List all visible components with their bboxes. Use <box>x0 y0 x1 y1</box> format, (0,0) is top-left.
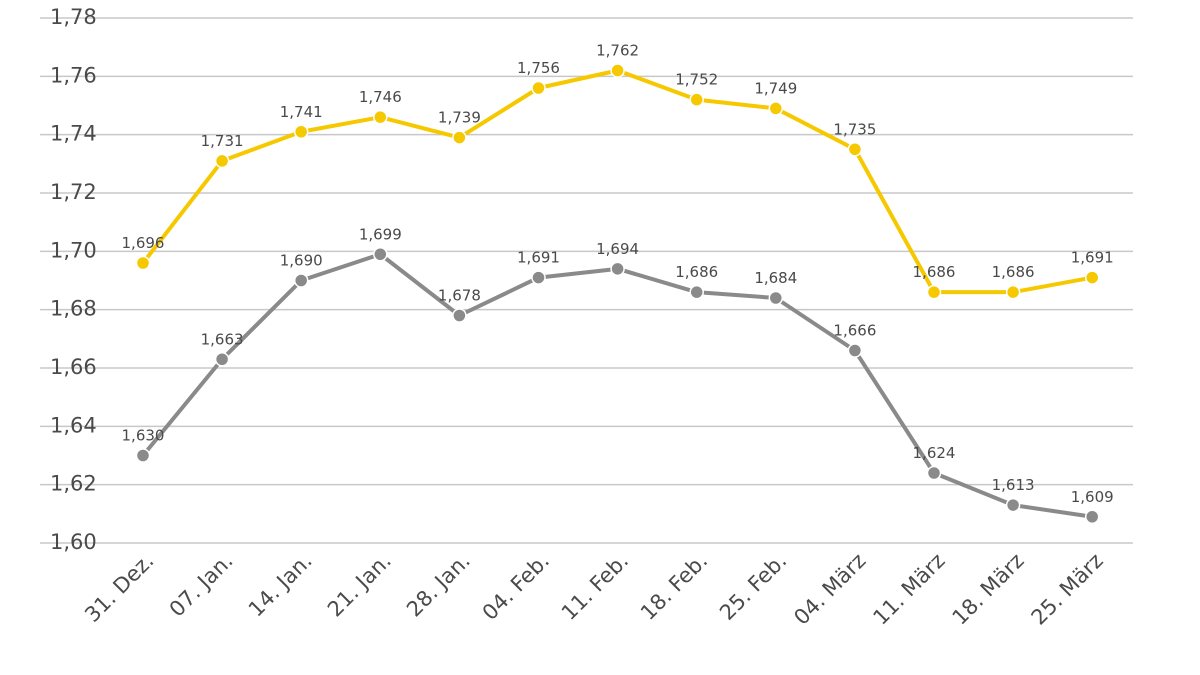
series-lines <box>135 63 1100 524</box>
gray-series-data-label: 1,686 <box>675 263 718 281</box>
yellow-series-point <box>1005 284 1021 300</box>
y-tick-label: 1,78 <box>50 5 97 29</box>
x-tick-label: 14. Jan. <box>244 549 317 622</box>
gray-series-data-label: 1,678 <box>438 287 481 305</box>
x-tick-label: 18. Feb. <box>636 549 712 625</box>
yellow-series-point <box>610 63 625 78</box>
x-tick-label: 21. Jan. <box>323 549 396 622</box>
gray-series-point <box>293 273 309 288</box>
gray-series-point <box>926 465 942 481</box>
gray-series-point <box>768 290 784 306</box>
yellow-series-data-label: 1,746 <box>359 88 402 106</box>
yellow-series-data-label: 1,686 <box>992 263 1035 281</box>
gray-series-point <box>1005 497 1021 513</box>
gray-series-point <box>689 284 704 300</box>
yellow-series-data-label: 1,691 <box>1071 249 1114 267</box>
gray-series-point <box>135 448 151 463</box>
yellow-series-point <box>768 101 784 116</box>
x-axis-ticks: 31. Dez. 07. Jan. 14. Jan. 21. Jan. 28. Jan.… <box>80 549 1108 630</box>
yellow-series-point <box>293 124 309 139</box>
yellow-series-data-label: 1,735 <box>833 120 876 138</box>
yellow-series-point <box>1084 270 1100 285</box>
yellow-series-data-label: 1,752 <box>675 71 718 89</box>
y-tick-label: 1,64 <box>50 413 97 437</box>
yellow-series-point <box>531 80 546 96</box>
yellow-series-point <box>373 109 388 125</box>
yellow-series-data-label: 1,739 <box>438 109 481 127</box>
gray-series-data-label: 1,663 <box>201 330 244 348</box>
gray-series-data-label: 1,666 <box>833 322 876 340</box>
yellow-series-data-label: 1,686 <box>913 263 956 281</box>
yellow-series-data-label: 1,696 <box>122 234 165 252</box>
x-tick-label: 31. Dez. <box>80 549 158 627</box>
gray-series-data-label: 1,699 <box>359 225 402 243</box>
gray-series-data-label: 1,630 <box>122 427 165 445</box>
x-tick-label: 18. März <box>948 549 1029 630</box>
gray-series-point <box>847 343 863 358</box>
x-tick-label: 07. Jan. <box>165 549 238 622</box>
y-tick-label: 1,70 <box>50 238 97 262</box>
yellow-series-data-label: 1,731 <box>201 132 244 150</box>
gray-series-data-label: 1,694 <box>596 240 639 258</box>
gray-series-data-label: 1,691 <box>517 249 560 267</box>
yellow-series-point <box>135 255 151 271</box>
data-labels: 1,696 1,731 1,741 1,746 1,739 1,756 1,762 1,752… <box>122 42 1114 506</box>
y-tick-label: 1,60 <box>50 530 97 554</box>
gray-series-point <box>610 261 625 277</box>
x-tick-label: 04. Feb. <box>478 549 554 625</box>
yellow-series-point <box>847 142 863 157</box>
gray-series-point <box>531 270 546 285</box>
yellow-series-point <box>214 153 230 169</box>
grid-lines <box>40 17 1133 544</box>
y-axis-ticks: 1,60 1,62 1,64 1,66 1,68 1,70 1,72 1,74 1,76 1,78 <box>50 5 97 554</box>
x-tick-label: 11. März <box>868 549 949 630</box>
yellow-series-data-label: 1,762 <box>596 42 639 60</box>
gray-series-data-label: 1,684 <box>754 269 797 287</box>
yellow-series-point <box>926 284 942 300</box>
yellow-series-data-label: 1,756 <box>517 59 560 77</box>
x-tick-label: 04. März <box>789 549 870 630</box>
x-tick-label: 25. Feb. <box>715 549 791 625</box>
y-tick-label: 1,72 <box>50 180 97 204</box>
gray-series-point <box>1084 509 1100 524</box>
yellow-series-point <box>689 92 704 107</box>
gray-series-point <box>214 352 230 367</box>
gray-series-data-label: 1,624 <box>913 444 956 462</box>
y-tick-label: 1,62 <box>50 472 97 496</box>
gray-series-data-label: 1,690 <box>280 252 323 270</box>
gray-series-data-label: 1,609 <box>1071 488 1114 506</box>
gray-series-point <box>452 308 467 323</box>
y-tick-label: 1,74 <box>50 122 97 146</box>
x-tick-label: 11. Feb. <box>557 549 633 625</box>
yellow-series-data-label: 1,749 <box>754 79 797 97</box>
x-tick-label: 25. März <box>1027 549 1108 630</box>
x-tick-label: 28. Jan. <box>402 549 475 622</box>
gray-series-data-label: 1,613 <box>992 476 1035 494</box>
y-tick-label: 1,66 <box>50 355 97 379</box>
y-tick-label: 1,76 <box>50 63 97 87</box>
yellow-series-point <box>452 130 467 145</box>
y-tick-label: 1,68 <box>50 297 97 321</box>
yellow-series-data-label: 1,741 <box>280 103 323 121</box>
gray-series-point <box>373 247 388 262</box>
